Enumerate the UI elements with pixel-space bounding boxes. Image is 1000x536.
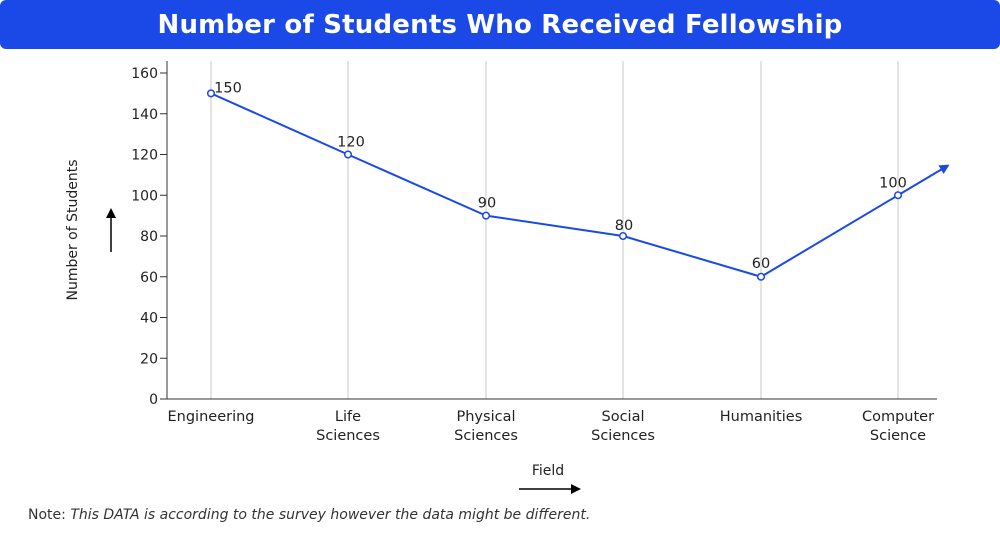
- y-ticks: 0 20 40 60 80 100 120 140 160: [131, 66, 167, 408]
- chart-title: Number of Students Who Received Fellowsh…: [157, 9, 843, 40]
- y-tick-label: 40: [140, 311, 158, 327]
- y-axis-label: Number of Students: [65, 159, 81, 300]
- note-text: This DATA is according to the survey how…: [70, 507, 591, 523]
- x-tick-label: Social Sciences: [591, 409, 655, 444]
- note-label: Note:: [28, 507, 66, 523]
- x-tick-label: Humanities: [720, 409, 803, 425]
- data-label: 60: [752, 256, 770, 272]
- chart-title-bar: Number of Students Who Received Fellowsh…: [0, 0, 1000, 49]
- data-label: 150: [214, 80, 242, 96]
- data-point: [481, 211, 491, 220]
- data-label: 80: [615, 218, 633, 234]
- data-points: [206, 89, 903, 281]
- data-point: [893, 191, 903, 200]
- data-point: [618, 231, 628, 241]
- y-tick-label: 120: [131, 148, 158, 164]
- y-tick-label: 80: [140, 229, 158, 245]
- data-label: 90: [478, 196, 496, 212]
- data-point: [206, 89, 216, 98]
- data-label: 100: [879, 175, 907, 191]
- data-labels: 150 120 90 80 60 100: [214, 80, 907, 271]
- data-point: [343, 150, 353, 159]
- data-label: 120: [337, 135, 365, 151]
- data-point: [756, 272, 766, 281]
- y-tick-label: 140: [131, 107, 158, 123]
- y-tick-label: 160: [131, 66, 158, 82]
- axes: [166, 61, 937, 400]
- x-axis-label: Field: [532, 463, 564, 479]
- series-line-path: [210, 92, 950, 278]
- x-tick-label: Life Sciences: [316, 409, 380, 444]
- y-tick-label: 20: [140, 351, 158, 367]
- series-line: [210, 92, 950, 278]
- x-ticks: Engineering Life Sciences Physical Sciences S…: [168, 409, 935, 444]
- x-tick-label: Physical Sciences: [454, 409, 518, 444]
- y-tick-label: 60: [140, 270, 158, 286]
- x-tick-label: Engineering: [168, 409, 255, 425]
- grid-lines: [210, 61, 899, 399]
- y-tick-label: 0: [149, 392, 158, 408]
- x-tick-label: Computer Science: [862, 409, 934, 444]
- y-tick-label: 100: [131, 188, 158, 204]
- footnote: Note: This DATA is according to the surv…: [28, 507, 590, 523]
